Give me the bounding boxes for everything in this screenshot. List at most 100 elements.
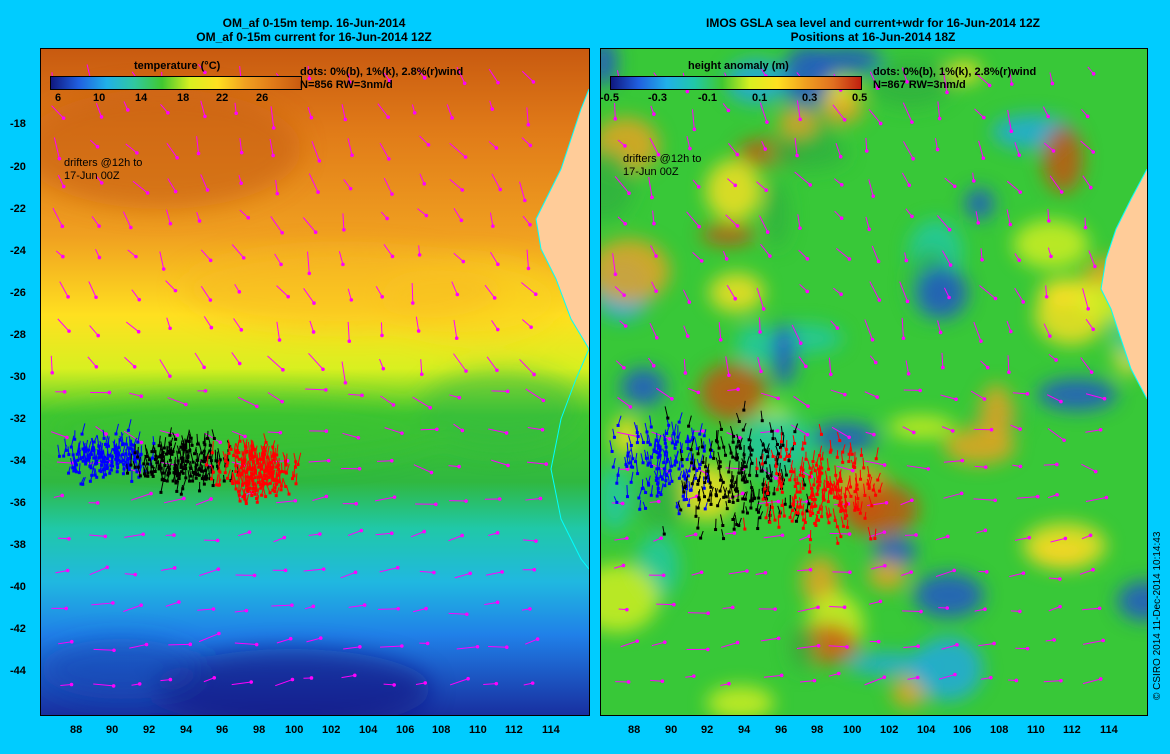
drifter-dot	[766, 474, 770, 478]
current-vector-head	[953, 672, 957, 677]
current-vector	[491, 320, 499, 330]
current-vector	[760, 637, 779, 642]
drifter-dot	[734, 456, 738, 460]
drifter-dot	[111, 464, 115, 468]
drifter-dot	[833, 518, 837, 522]
left-cb-tick-4: 22	[216, 92, 229, 104]
current-vector-head	[390, 254, 395, 259]
drifter-dot	[759, 469, 763, 473]
current-vector-head	[727, 373, 731, 378]
sea-level-map[interactable]	[600, 48, 1148, 716]
current-vector	[1085, 393, 1105, 400]
current-vector-head	[878, 599, 883, 604]
drifter-dot	[234, 464, 238, 468]
current-vector-head	[733, 183, 738, 188]
current-vector-head	[1009, 329, 1013, 334]
drifter-dot	[155, 461, 159, 465]
drifter-dot	[186, 454, 190, 458]
current-vector-head	[699, 570, 704, 575]
current-vector	[869, 600, 881, 605]
current-vector-head	[239, 181, 243, 186]
current-vector-head	[1058, 604, 1062, 609]
drifter-dot	[277, 480, 281, 484]
current-vector-head	[656, 152, 661, 157]
drifter-track	[126, 463, 129, 474]
current-vector-head	[1054, 358, 1058, 362]
current-vector-head	[496, 262, 500, 267]
drifter-track	[639, 500, 642, 510]
drifter-dot	[625, 464, 629, 468]
drifter-dot	[241, 483, 245, 487]
drifter-track	[824, 470, 829, 483]
drifter-dot	[818, 507, 822, 511]
current-vector	[798, 356, 807, 367]
current-vector-head	[412, 111, 417, 115]
current-vector	[165, 280, 176, 291]
current-vector-head	[57, 156, 62, 161]
left-dots-note: dots: 0%(b), 1%(k), 2.8%(r)wind	[300, 66, 464, 78]
current-vector-head	[215, 538, 220, 543]
current-vector	[123, 604, 142, 612]
drifter-dot	[820, 457, 824, 461]
current-vector	[941, 426, 953, 432]
current-vector	[91, 216, 100, 227]
drifter-dot	[810, 493, 814, 497]
drifter-dot	[717, 446, 721, 450]
current-vector	[905, 360, 910, 374]
drifter-track	[137, 446, 139, 458]
drifter-dot	[161, 459, 165, 463]
current-vector	[347, 288, 352, 301]
current-vector	[691, 109, 695, 130]
current-vector	[380, 395, 394, 406]
drifter-track	[246, 467, 249, 478]
current-vector	[1048, 577, 1060, 580]
drifter-dot	[828, 450, 832, 454]
drifter-dot	[809, 486, 813, 490]
current-vector	[419, 135, 429, 146]
drifter-dot	[237, 473, 241, 477]
drifter-dot	[234, 481, 238, 485]
current-vector-head	[293, 498, 298, 503]
current-vector-head	[317, 159, 322, 163]
drifter-dot	[741, 497, 745, 501]
current-vector	[656, 387, 673, 400]
drifter-dot	[624, 463, 628, 467]
drifter-track	[70, 457, 74, 468]
current-vector-head	[730, 605, 735, 610]
current-vector-head	[983, 465, 988, 469]
drifter-track	[684, 475, 689, 487]
current-vector-head	[660, 679, 665, 684]
current-vector	[759, 317, 761, 332]
drifter-track	[756, 500, 760, 510]
current-vector-head	[798, 226, 802, 230]
current-vector	[718, 322, 722, 340]
current-vector-head	[976, 221, 981, 225]
drifter-track	[264, 459, 267, 471]
drifter-dot	[867, 474, 871, 478]
current-vector	[57, 318, 70, 332]
current-vector-head	[1009, 82, 1014, 86]
drifter-track	[669, 472, 673, 482]
drifter-track	[717, 451, 721, 463]
temperature-map[interactable]	[40, 48, 590, 716]
drifter-dot	[124, 460, 128, 464]
current-vector	[797, 606, 819, 613]
drifter-dot	[856, 497, 860, 501]
drifter-dot	[698, 463, 702, 467]
drifter-dot	[189, 436, 193, 440]
current-vector-head	[95, 501, 100, 505]
current-vector	[50, 355, 53, 373]
current-vector-head	[727, 681, 731, 686]
current-vector	[614, 286, 625, 296]
current-vector-head	[808, 567, 813, 572]
drifter-dot	[705, 476, 709, 480]
drifter-track	[188, 440, 191, 451]
drifter-dot	[629, 480, 633, 484]
drifter-track	[285, 453, 288, 466]
drifter-dot	[105, 467, 109, 471]
current-vector-head	[652, 112, 656, 116]
drifter-dot	[670, 441, 674, 445]
drifter-dot	[181, 456, 185, 460]
drifter-dot	[696, 479, 700, 483]
current-vector	[307, 251, 310, 274]
